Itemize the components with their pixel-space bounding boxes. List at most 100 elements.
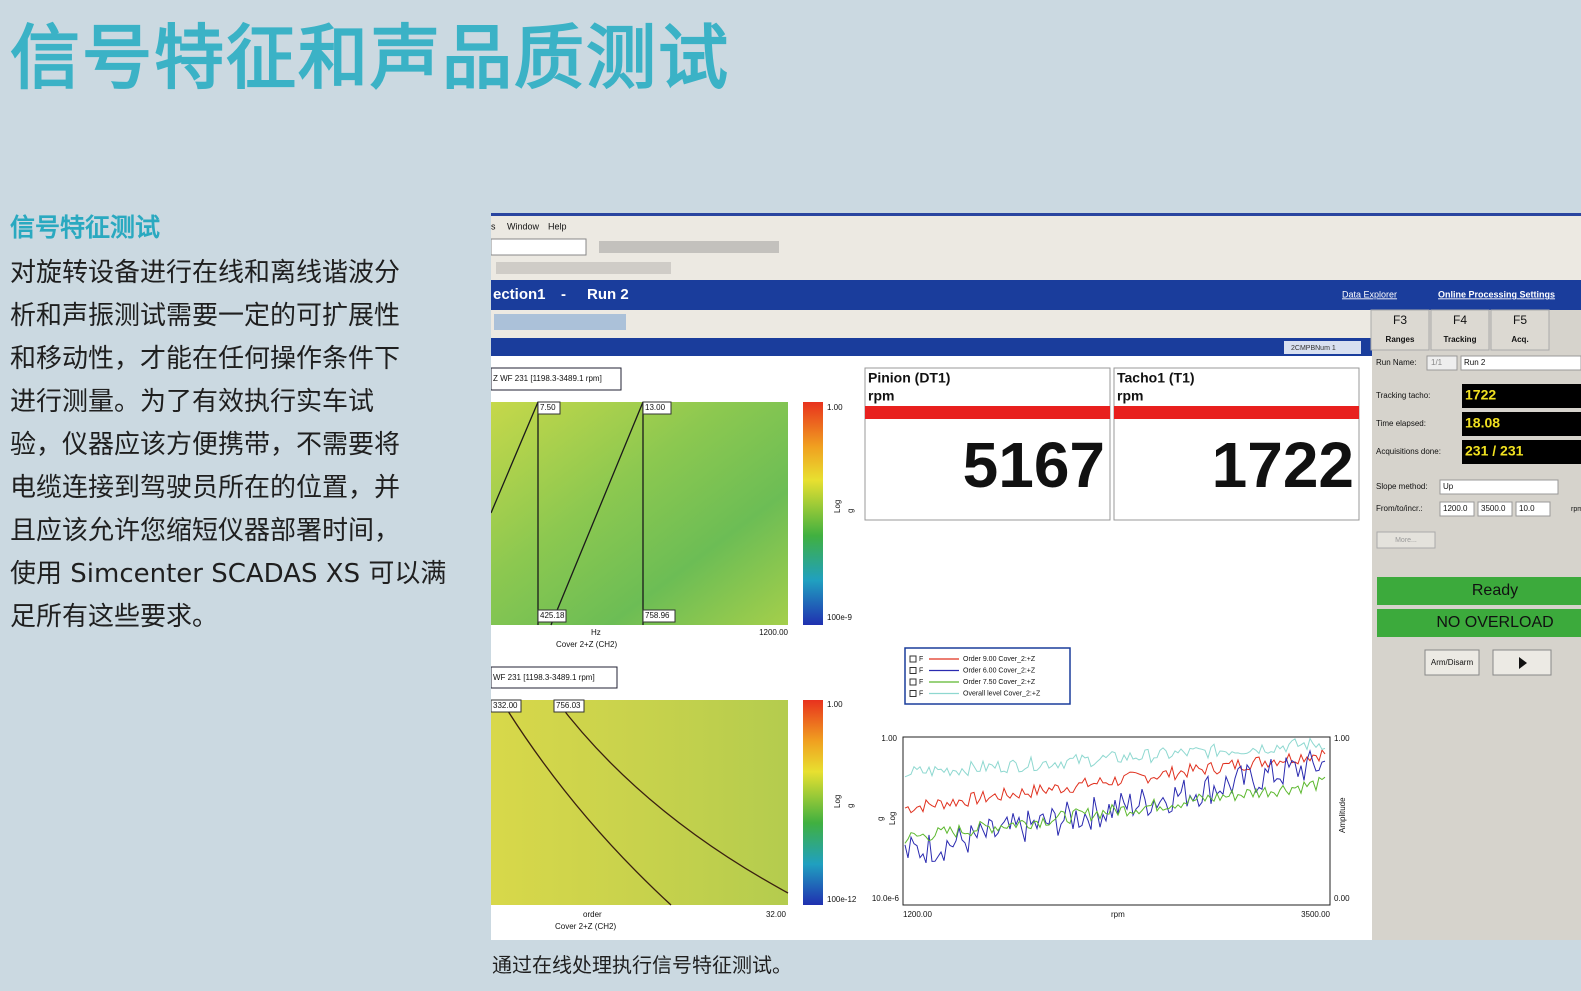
legend-checkbox[interactable] <box>909 667 917 674</box>
key-label[interactable]: Ranges <box>1386 335 1415 344</box>
color-bar <box>803 700 823 905</box>
scale-label: Log <box>833 500 842 513</box>
field-label: Slope method: <box>1376 482 1428 491</box>
legend-text: Overall level Cover_2:+Z <box>963 690 1041 697</box>
axis-label: 1.00 <box>1334 734 1350 743</box>
combo-box[interactable] <box>491 238 587 256</box>
key-label[interactable]: Acq. <box>1511 335 1528 344</box>
cursor-label: 756.03 <box>556 701 581 710</box>
status-rows: Tracking tacho: 1722 Time elapsed: 18.08 Acq… <box>1376 384 1581 464</box>
scale-label: 1.00 <box>827 403 843 412</box>
field[interactable] <box>1439 501 1475 517</box>
axis-unit: Hz <box>591 628 601 637</box>
field-value[interactable]: 1200.0 <box>1443 504 1468 513</box>
axis-title: Log <box>888 812 897 825</box>
field[interactable] <box>1439 479 1559 495</box>
trace <box>904 776 1326 844</box>
paragraph-line: 进行测量。为了有效执行实车试 <box>10 387 375 417</box>
link[interactable]: Data Explorer <box>1342 289 1397 299</box>
display-unit: rpm <box>1117 388 1143 404</box>
legend-flag: F <box>919 656 923 663</box>
menu-item[interactable]: Window <box>507 221 540 231</box>
axis-title: g <box>876 817 885 821</box>
cursor-box <box>537 609 567 623</box>
button-label[interactable]: More... <box>1395 537 1417 544</box>
field-value[interactable]: Run 2 <box>1464 358 1486 367</box>
axis-label: 32.00 <box>766 910 787 919</box>
blue-bar <box>491 338 1372 356</box>
paragraph-line: 析和声振测试需要一定的可扩展性 <box>10 301 401 331</box>
page-title: 信号特征和声品质测试 <box>10 17 730 99</box>
plot-header <box>491 666 618 689</box>
legend-checkbox[interactable] <box>909 655 917 663</box>
link[interactable]: Online Processing Settings <box>1438 289 1555 299</box>
plot-header <box>491 367 622 391</box>
trace <box>904 749 1326 864</box>
display-box <box>864 367 1111 521</box>
field-value: 1/1 <box>1431 358 1443 367</box>
key-name[interactable]: F3 <box>1393 313 1407 327</box>
range-fields: 1200.0 3500.0 10.0 <box>1439 501 1551 517</box>
plot-header-text: Z WF 231 [1198.3-3489.1 rpm] <box>493 374 602 383</box>
scale-label: g <box>846 509 855 513</box>
legend-checkbox[interactable] <box>909 690 917 697</box>
display-bar <box>1114 406 1359 419</box>
scale-label: Log <box>833 795 842 808</box>
status-indicator <box>1377 577 1581 605</box>
legend-checkbox[interactable] <box>909 678 917 686</box>
dropdown-text[interactable]: 2CMPBNum 1 <box>1291 345 1336 352</box>
paragraph-line: 验，仪器应该方便携带，不需要将 <box>10 430 401 460</box>
display-box <box>1113 367 1360 521</box>
title-text: ection1 <box>493 286 546 303</box>
value-box <box>1462 384 1581 408</box>
field[interactable] <box>1515 501 1551 517</box>
display-bar <box>865 406 1110 419</box>
field[interactable] <box>1477 501 1513 517</box>
display-unit: rpm <box>868 388 894 404</box>
icon-group[interactable] <box>494 314 626 330</box>
cursor-box <box>642 609 676 623</box>
menu-item[interactable]: Help <box>548 221 567 231</box>
button[interactable] <box>1424 649 1480 676</box>
button-label[interactable]: Arm/Disarm <box>1431 658 1474 667</box>
cursor-label: 13.00 <box>645 403 666 412</box>
cursor-label: 7.50 <box>540 403 556 412</box>
key-name[interactable]: F5 <box>1513 313 1527 327</box>
field-value[interactable]: Up <box>1443 482 1454 491</box>
axis-label: 3500.00 <box>1301 910 1330 919</box>
display-value: 5167 <box>963 429 1105 501</box>
display-name: Tacho1 (T1) <box>1117 370 1195 386</box>
key-name[interactable]: F4 <box>1453 313 1467 327</box>
value-box <box>1462 412 1581 436</box>
field-label: Tracking tacho: <box>1376 391 1430 400</box>
field-value[interactable]: 10.0 <box>1519 504 1535 513</box>
legend: F Order 9.00 Cover_2:+Z F Order 6.00 Cover_… <box>909 655 1041 697</box>
status-indicator <box>1377 609 1581 637</box>
field-value[interactable]: 3500.0 <box>1481 504 1506 513</box>
field[interactable] <box>1460 355 1581 371</box>
axis-title: rpm <box>1111 910 1125 919</box>
status-text: Ready <box>1472 582 1518 599</box>
key-label[interactable]: Tracking <box>1444 335 1477 344</box>
paragraph-line: 对旋转设备进行在线和离线谐波分 <box>10 258 401 288</box>
field-unit: rpm <box>1571 506 1581 513</box>
display-value: 1722 <box>1212 429 1354 501</box>
menu-item[interactable]: s <box>491 221 496 231</box>
function-key[interactable] <box>1370 309 1430 351</box>
paragraph-line: 足所有这些要求。 <box>10 602 219 632</box>
paragraph-line: 使用 Simcenter SCADAS XS 可以满 <box>10 559 447 589</box>
legend-flag: F <box>919 667 923 674</box>
field-label: From/to/incr.: <box>1376 504 1423 513</box>
axis-label: 1200.00 <box>759 628 788 637</box>
title-text: - <box>561 286 566 303</box>
toolbar-icons <box>496 241 779 274</box>
toolbar-area <box>491 216 1581 280</box>
button[interactable] <box>1376 531 1436 549</box>
function-key[interactable] <box>1490 309 1550 351</box>
dropdown[interactable] <box>1284 341 1361 354</box>
function-key[interactable] <box>1430 309 1490 351</box>
axis-label: 0.00 <box>1334 894 1350 903</box>
axis-title: Amplitude <box>1338 797 1347 833</box>
paragraph-line: 电缆连接到驾驶员所在的位置，并 <box>10 473 401 503</box>
